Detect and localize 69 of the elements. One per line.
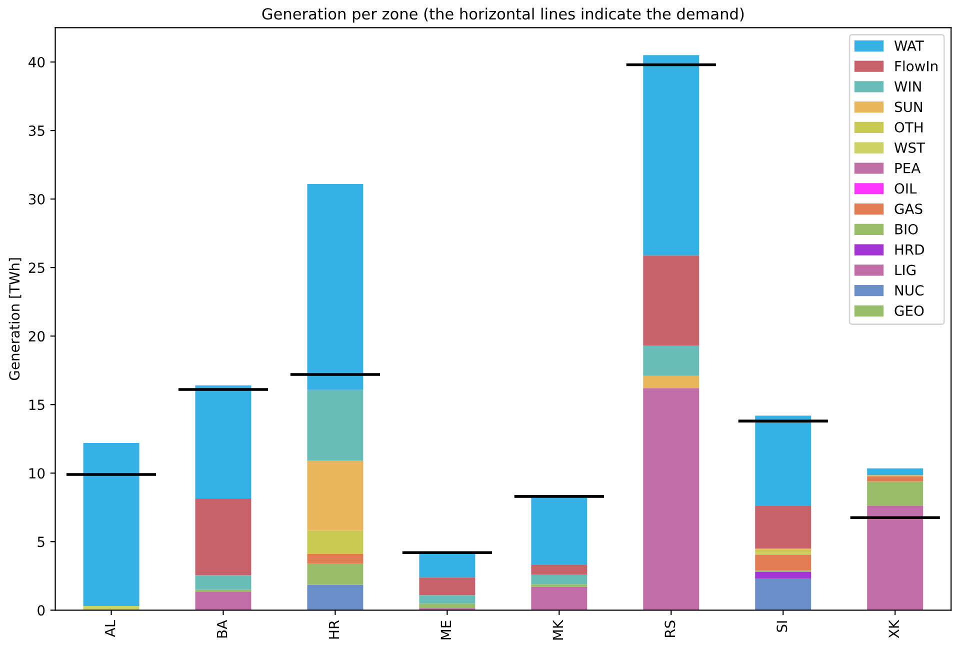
legend-label: WIN bbox=[894, 81, 921, 92]
bar bbox=[867, 481, 924, 506]
y-tick-label: 35 bbox=[28, 125, 44, 136]
legend-label: OTH bbox=[894, 122, 922, 133]
bar bbox=[419, 595, 476, 604]
bar bbox=[195, 385, 252, 498]
bar bbox=[531, 586, 588, 610]
bar bbox=[307, 460, 364, 531]
bar bbox=[755, 506, 812, 548]
y-tick-label: 25 bbox=[28, 262, 44, 274]
legend-label: SUN bbox=[894, 102, 922, 112]
legend-label: WST bbox=[894, 142, 926, 153]
legend-label: PEA bbox=[895, 162, 921, 174]
legend-label: LIG bbox=[895, 264, 916, 276]
y-tick-label: 15 bbox=[29, 400, 44, 410]
x-tick-label: RS bbox=[664, 620, 676, 637]
bar bbox=[419, 603, 476, 608]
x-tick-label: AL bbox=[104, 620, 116, 638]
y-tick-label: 40 bbox=[28, 56, 45, 68]
y-tick-label: 0 bbox=[38, 605, 45, 616]
bar bbox=[643, 55, 700, 256]
bar bbox=[419, 553, 476, 578]
bar bbox=[419, 577, 476, 596]
x-tick-label: HR bbox=[328, 620, 340, 639]
x-tick-label: XK bbox=[888, 620, 899, 638]
legend-label: OIL bbox=[894, 183, 917, 194]
bar bbox=[531, 498, 588, 565]
x-tick-label: BA bbox=[216, 620, 228, 638]
bar bbox=[195, 592, 252, 610]
x-tick-label: ME bbox=[440, 620, 452, 640]
bar bbox=[195, 498, 252, 576]
bar bbox=[755, 554, 812, 570]
bar bbox=[867, 506, 924, 610]
bar bbox=[643, 376, 700, 388]
bar bbox=[643, 346, 700, 376]
y-axis-title: Generation [TWh] bbox=[8, 258, 22, 380]
bar bbox=[531, 584, 588, 587]
bar bbox=[307, 584, 364, 610]
bar bbox=[531, 564, 588, 575]
bar bbox=[643, 388, 700, 610]
bar bbox=[307, 564, 364, 585]
legend-label: WAT bbox=[894, 40, 924, 51]
legend-label: FlowIn bbox=[895, 60, 938, 72]
y-tick-label: 20 bbox=[28, 331, 45, 342]
x-tick-label: MK bbox=[552, 620, 564, 640]
bar bbox=[867, 476, 924, 482]
bar bbox=[755, 572, 812, 579]
bar bbox=[307, 530, 364, 554]
bar bbox=[195, 575, 252, 590]
y-tick-label: 5 bbox=[38, 536, 44, 548]
bar bbox=[755, 550, 812, 553]
legend-label: NUC bbox=[895, 285, 924, 296]
legend-label: GAS bbox=[894, 204, 922, 214]
bar bbox=[83, 442, 140, 606]
legend-label: HRD bbox=[895, 244, 924, 255]
y-tick-label: 30 bbox=[28, 194, 45, 205]
legend-label: GEO bbox=[894, 306, 924, 316]
bar bbox=[755, 416, 812, 506]
bar bbox=[307, 554, 364, 564]
bar bbox=[755, 578, 812, 610]
chart-title: Generation per zone (the horizontal lines indicate the demand) bbox=[262, 8, 744, 23]
bar bbox=[867, 468, 924, 476]
bar bbox=[307, 184, 364, 390]
bar bbox=[307, 390, 364, 461]
legend-label: BIO bbox=[895, 224, 918, 234]
bar bbox=[531, 574, 588, 584]
bar bbox=[643, 255, 700, 346]
x-tick-label: SI bbox=[776, 621, 788, 632]
y-tick-label: 10 bbox=[29, 468, 45, 479]
